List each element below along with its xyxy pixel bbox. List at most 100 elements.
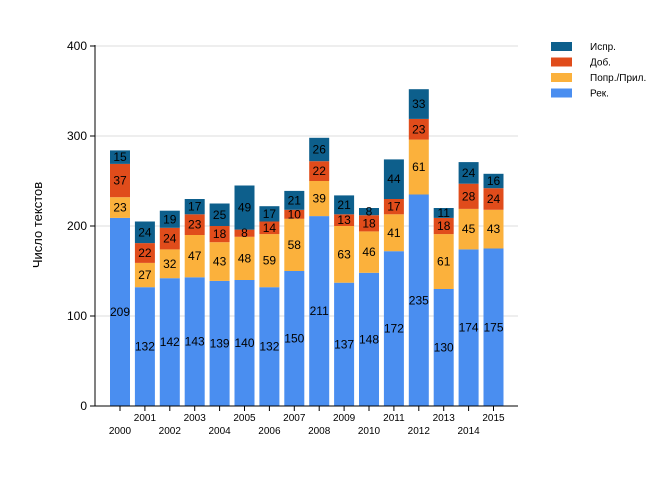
data-label: 18 <box>362 216 376 230</box>
data-label: 139 <box>210 336 230 350</box>
bar-segment <box>408 139 429 195</box>
bar-segment <box>359 208 379 216</box>
data-label: 172 <box>384 322 404 336</box>
legend-label: Попр./Прил. <box>590 73 646 84</box>
x-tick-label: 2013 <box>433 413 456 424</box>
bar-segment <box>284 218 305 271</box>
x-ticks: 2000200120022003200420052006200720082009… <box>109 406 505 437</box>
data-label: 132 <box>259 340 279 354</box>
bar-segment <box>383 251 404 406</box>
data-label: 28 <box>462 189 476 203</box>
bar-segment <box>433 234 454 289</box>
bar-segment <box>134 221 155 244</box>
legend-swatch <box>551 88 572 98</box>
bar-segment <box>259 287 280 406</box>
x-tick-label: 2015 <box>482 413 505 424</box>
bars <box>110 89 504 406</box>
x-tick-label: 2012 <box>408 426 431 437</box>
data-label: 33 <box>412 97 426 111</box>
bar-segment <box>259 234 280 288</box>
x-tick-label: 2011 <box>383 413 405 424</box>
data-label: 44 <box>387 172 401 186</box>
data-label: 21 <box>337 198 351 212</box>
bar-segment <box>110 217 130 406</box>
bar-segment <box>433 208 454 218</box>
data-label: 41 <box>387 226 401 240</box>
bar-segment <box>209 280 230 406</box>
data-label: 23 <box>188 218 202 232</box>
gridlines <box>95 45 518 317</box>
data-label: 132 <box>135 340 155 354</box>
data-label: 49 <box>238 201 252 215</box>
data-label: 14 <box>263 221 277 235</box>
bar-segment <box>284 190 305 210</box>
data-label: 22 <box>313 164 327 178</box>
data-label: 17 <box>188 200 202 214</box>
x-tick-label: 2007 <box>283 413 306 424</box>
x-tick-label: 2004 <box>208 426 231 437</box>
bar-segment <box>359 272 379 406</box>
x-tick-label: 2005 <box>233 413 256 424</box>
bar-segment <box>408 89 429 119</box>
data-label: 174 <box>459 321 479 335</box>
bar-segment <box>234 280 255 406</box>
data-label: 23 <box>412 122 426 136</box>
bar-segment <box>334 282 355 406</box>
bar-segment <box>433 217 454 235</box>
data-label: 63 <box>337 247 351 261</box>
data-label: 8 <box>366 205 373 219</box>
x-tick-label: 2002 <box>159 426 182 437</box>
data-label: 211 <box>310 304 329 318</box>
bar-segment <box>159 210 180 228</box>
data-label: 39 <box>313 192 327 206</box>
bar-segment <box>309 161 330 181</box>
x-tick-label: 2000 <box>109 426 132 437</box>
bar-segment <box>309 216 330 406</box>
bar-segment <box>209 242 230 281</box>
bar-segment <box>209 226 230 243</box>
data-label: 143 <box>185 335 205 349</box>
legend: Испр. Доб. Попр./Прил. Рек. <box>551 42 646 100</box>
data-label: 59 <box>263 254 277 268</box>
bar-segment <box>234 229 255 237</box>
legend-label: Доб. <box>590 57 611 69</box>
data-label: 21 <box>288 193 302 207</box>
bar-segment <box>334 195 355 215</box>
x-tick-label: 2010 <box>358 426 381 437</box>
bar-segment <box>383 214 404 252</box>
x-tick-label: 2014 <box>457 426 480 437</box>
bar-segment <box>383 199 404 215</box>
data-label: 61 <box>412 160 426 174</box>
bar-segment <box>483 209 504 249</box>
bar-segment <box>483 173 504 189</box>
data-label: 32 <box>163 257 177 271</box>
y-axis-title: Число текстов <box>30 182 45 268</box>
data-labels: 209 23 37 15 132 27 22 24 142 32 24 19 143 47 23 17 139 4… <box>110 97 504 354</box>
data-label: 140 <box>234 336 254 350</box>
data-label: 24 <box>487 192 501 206</box>
legend-swatch <box>551 73 572 82</box>
bar-segment <box>458 162 479 184</box>
data-label: 16 <box>487 174 501 188</box>
data-label: 22 <box>138 246 152 260</box>
y-tick-label: 400 <box>67 39 87 53</box>
data-label: 17 <box>387 200 401 214</box>
x-tick-label: 2003 <box>184 413 207 424</box>
data-label: 24 <box>462 166 476 180</box>
x-tick-label: 2009 <box>333 413 356 424</box>
y-ticks: 0 100 200 300 400 <box>67 39 95 413</box>
bar-segment <box>284 209 305 219</box>
bar-segment <box>383 159 404 199</box>
bar-segment <box>458 208 479 250</box>
y-tick-label: 100 <box>67 309 87 323</box>
bar-segment <box>309 181 330 217</box>
bar-segment <box>259 206 280 222</box>
data-label: 18 <box>437 219 451 233</box>
data-label: 27 <box>138 268 152 282</box>
bar-segment <box>110 150 130 164</box>
bar-segment <box>134 262 155 288</box>
legend-label: Испр. <box>590 42 616 53</box>
data-label: 43 <box>487 222 501 236</box>
bar-segment <box>159 249 180 279</box>
bar-segment <box>110 163 130 198</box>
